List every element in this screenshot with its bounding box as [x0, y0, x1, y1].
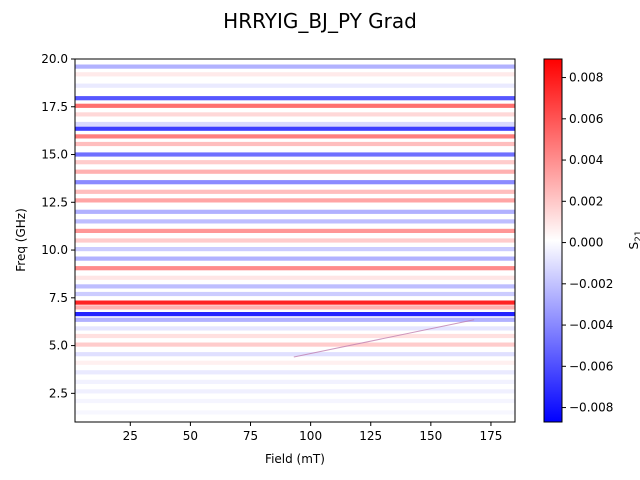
colorbar-tick-label: 0.006	[569, 112, 603, 126]
colorbar-tick-label: 0.004	[569, 153, 603, 167]
colorbar-tick-label: −0.006	[569, 359, 613, 373]
y-tick-label: 7.5	[49, 291, 68, 305]
x-axis: 25 50 75 100 125 150 175	[123, 422, 503, 443]
colorbar-ticks: 0.008 0.006 0.004 0.002 0.000 −0.002 −0.004 −0.…	[562, 71, 613, 415]
heatmap-band	[75, 134, 515, 139]
heatmap-band	[75, 398, 515, 404]
y-axis: 2.5 5.0 7.5 10.0 12.5 15.0 17.5 20.0	[41, 52, 75, 400]
heatmap-band	[75, 275, 515, 280]
heatmap-band	[75, 228, 515, 233]
heatmap-band	[75, 342, 515, 347]
heatmap-band	[75, 121, 515, 127]
x-tick-label: 150	[419, 429, 442, 443]
y-tick-label: 20.0	[41, 52, 68, 66]
heatmap-band	[75, 180, 515, 185]
colorbar: 0.008 0.006 0.004 0.002 0.000 −0.002 −0.004 −0.…	[543, 58, 640, 423]
heatmap-band	[75, 238, 515, 243]
colorbar-gradient	[543, 58, 563, 423]
plot-area	[74, 58, 516, 423]
heatmap-band	[75, 141, 515, 147]
heatmap-band	[75, 389, 515, 394]
heatmap-band	[75, 305, 515, 310]
x-tick-label: 175	[480, 429, 503, 443]
heatmap-band	[75, 219, 515, 224]
colorbar-tick-label: 0.002	[569, 194, 603, 208]
heatmap-band	[75, 83, 515, 88]
plot-frame	[74, 58, 516, 423]
heatmap-band	[75, 256, 515, 261]
colorbar-tick-label: −0.008	[569, 401, 613, 415]
y-tick-label: 17.5	[41, 100, 68, 114]
y-axis-label: Freq (GHz)	[14, 208, 28, 272]
heatmap-feature	[293, 319, 475, 358]
y-tick-label: 12.5	[41, 195, 68, 209]
colorbar-label: S21	[627, 230, 640, 249]
x-tick-label: 75	[243, 429, 258, 443]
colorbar-tick-label: −0.004	[569, 318, 613, 332]
heatmap-band	[75, 284, 515, 289]
x-tick-label: 25	[123, 429, 138, 443]
colorbar-tick-label: 0.008	[569, 71, 603, 85]
colorbar-tick-label: −0.002	[569, 277, 613, 291]
heatmap-band	[75, 317, 515, 322]
heatmap-band	[75, 312, 515, 317]
heatmap-band	[75, 72, 515, 77]
heatmap-band	[75, 360, 515, 365]
heatmap-band	[75, 198, 515, 203]
heatmap-band	[75, 379, 515, 384]
heatmap-band	[75, 189, 515, 194]
heatmap-band	[75, 410, 515, 415]
heatmap-band	[75, 112, 515, 117]
y-tick-label: 5.0	[49, 339, 68, 353]
heatmap-band	[75, 209, 515, 214]
heatmap-band	[75, 326, 515, 331]
x-tick-label: 50	[183, 429, 198, 443]
chart-title: HRRYIG_BJ_PY Grad	[223, 9, 417, 33]
heatmap-band	[75, 103, 515, 108]
heatmap-band	[75, 352, 515, 357]
heatmap-band	[75, 126, 515, 131]
heatmap-band	[75, 291, 515, 297]
heatmap-band	[75, 300, 515, 305]
heatmap-band	[75, 370, 515, 375]
x-tick-label: 125	[359, 429, 382, 443]
heatmap-band	[75, 160, 515, 165]
x-tick-label: 100	[299, 429, 322, 443]
colorbar-label-main: S	[627, 242, 640, 250]
y-tick-label: 10.0	[41, 243, 68, 257]
heatmap-feature-line	[293, 319, 475, 358]
heatmap-band	[75, 247, 515, 252]
heatmap-band	[75, 169, 515, 174]
heatmap-band	[75, 64, 515, 69]
colorbar-tick-label: 0.000	[569, 236, 603, 250]
heatmap-band	[75, 266, 515, 271]
colorbar-label-sub: 21	[634, 230, 640, 241]
heatmap-bands	[75, 64, 515, 415]
heatmap-band	[75, 96, 515, 101]
y-tick-label: 15.0	[41, 148, 68, 162]
heatmap-band	[75, 152, 515, 157]
heatmap-band	[75, 333, 515, 339]
x-axis-label: Field (mT)	[265, 452, 325, 466]
y-tick-label: 2.5	[49, 386, 68, 400]
